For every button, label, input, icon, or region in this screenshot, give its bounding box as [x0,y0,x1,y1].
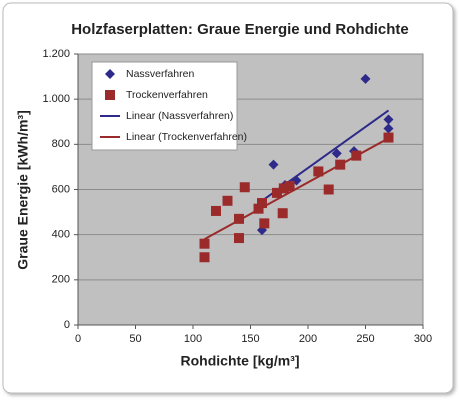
square-point [313,166,324,177]
y-tick-label: 0 [64,319,70,331]
square-point [222,195,233,206]
legend-label: Trockenverfahren [126,89,208,101]
square-point [335,159,346,170]
y-tick-label: 1.200 [42,48,70,60]
x-axis-label: Rohdichte [kg/m³] [181,353,300,369]
square-point [257,198,267,209]
x-tick-label: 200 [299,333,317,345]
square-point [277,208,288,219]
x-tick-label: 50 [129,333,141,345]
square-point [278,183,289,194]
diamond-point [360,73,371,84]
square-point [239,182,250,193]
y-tick-label: 200 [52,274,70,286]
square-point [271,187,282,198]
x-tick-label: 100 [184,333,202,345]
chart-title: Holzfaserplatten: Graue Energie und Rohd… [71,21,409,38]
legend-swatch [105,69,115,79]
square-point [253,203,264,214]
square-point [234,233,244,244]
square-point [211,205,221,216]
y-axis-label: Graue Energie [kWh/m³] [15,110,31,269]
y-tick-label: 800 [52,138,70,150]
y-tick-label: 600 [52,183,70,195]
square-point [284,181,295,192]
y-tick-label: 1.000 [42,93,70,105]
x-tick-label: 250 [356,333,374,345]
legend-box [91,61,238,151]
diamond-point [268,159,279,170]
diamond-point [383,123,394,134]
x-tick-label: 150 [241,333,259,345]
diamond-point [383,114,394,125]
square-point [383,132,394,143]
diamond-point [331,148,342,159]
square-point [199,252,210,263]
x-tick-label: 300 [414,333,432,345]
square-point [234,213,244,224]
x-tick-label: 0 [75,333,81,345]
legend-swatch [105,90,115,100]
legend-label: Nassverfahren [126,68,194,80]
legend-label: Linear (Trockenverfahren) [126,131,247,143]
square-point [351,150,362,161]
square-point [323,184,334,195]
square-point [259,218,270,229]
square-point [199,238,210,249]
legend-label: Linear (Nassverfahren) [126,110,233,122]
y-tick-label: 400 [52,229,70,241]
